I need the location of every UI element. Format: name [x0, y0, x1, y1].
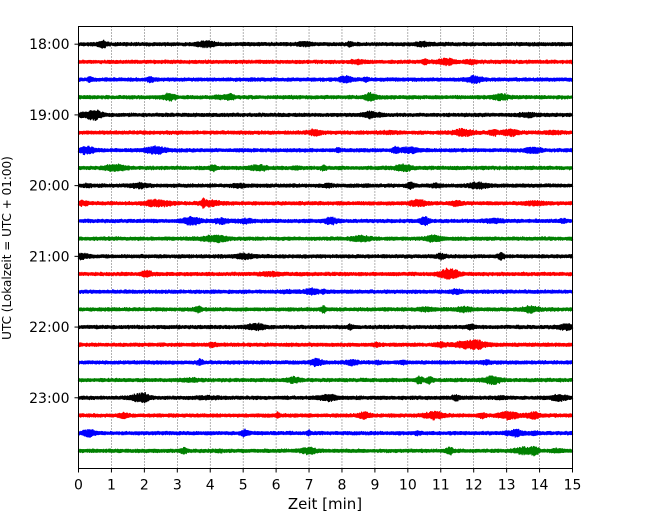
x-tick-label: 1: [107, 478, 116, 494]
trace-line: [77, 287, 574, 296]
trace-line: [77, 109, 574, 121]
x-tick-label: 9: [370, 478, 379, 494]
trace-line: [77, 163, 574, 173]
y-tick-label: 18:00: [29, 37, 69, 53]
trace-line: [77, 215, 574, 227]
x-tick-label: 7: [305, 478, 314, 494]
trace-line: [77, 57, 574, 67]
x-tick-label: 4: [206, 478, 215, 494]
trace-line: [77, 234, 574, 244]
x-tick-label: 12: [465, 478, 483, 494]
x-tick-label: 13: [498, 478, 516, 494]
trace-line: [77, 91, 574, 102]
x-tick-label: 2: [140, 478, 149, 494]
x-tick-label: 6: [272, 478, 281, 494]
trace-line: [77, 197, 574, 209]
trace-line: [77, 428, 574, 438]
y-tick-label: 20:00: [29, 179, 69, 195]
seismogram-traces: [77, 39, 574, 457]
trace-line: [77, 39, 574, 49]
y-axis-ticks: 18:00 19:00 20:00 21:00 22:00 23:00: [29, 37, 79, 407]
x-tick-label: 14: [531, 478, 549, 494]
y-axis-label: UTC (Lokalzeit = UTC + 01:00): [0, 156, 14, 340]
y-tick-label: 21:00: [29, 249, 69, 265]
trace-line: [77, 339, 574, 351]
y-tick-label: 22:00: [29, 320, 69, 336]
trace-line: [77, 181, 574, 190]
trace-line: [77, 127, 574, 138]
trace-line: [77, 267, 574, 280]
x-tick-label: 5: [239, 478, 248, 494]
y-tick-label: 19:00: [29, 108, 69, 124]
x-axis-label: Zeit [min]: [288, 495, 362, 513]
trace-line: [77, 251, 574, 261]
trace-line: [77, 445, 574, 457]
trace-line: [77, 357, 574, 368]
x-tick-label: 10: [399, 478, 417, 494]
trace-line: [77, 322, 574, 332]
x-tick-label: 0: [74, 478, 83, 494]
plot-frame: [78, 26, 573, 469]
x-tick-label: 11: [432, 478, 450, 494]
x-tick-label: 8: [338, 478, 347, 494]
trace-line: [77, 145, 574, 156]
x-axis-ticks: 0 1 2 3 4 5 6 7 8 9 10 11 12 13 14 15: [74, 468, 582, 494]
trace-line: [77, 375, 574, 386]
trace-line: [77, 74, 574, 85]
trace-line: [77, 392, 574, 404]
trace-line: [77, 410, 574, 421]
x-tick-label: 3: [173, 478, 182, 494]
trace-line: [77, 305, 574, 314]
y-tick-label: 23:00: [29, 391, 69, 407]
x-tick-label: 15: [564, 478, 582, 494]
